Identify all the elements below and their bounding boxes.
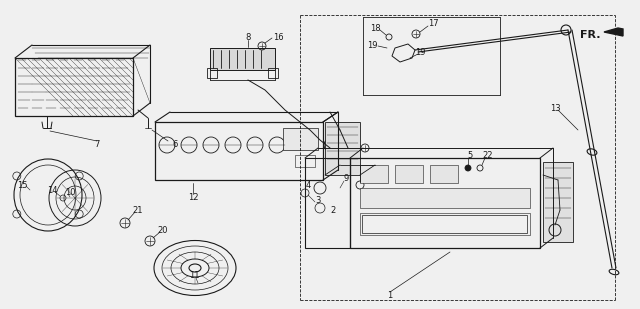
Text: 3: 3 [316,196,321,205]
Bar [362,215,527,233]
Text: 12: 12 [188,193,198,201]
Text: 10: 10 [65,188,76,197]
Bar [268,68,278,78]
Text: 20: 20 [157,226,168,235]
Text: 18: 18 [370,23,380,32]
Text: 4: 4 [305,180,310,189]
Text: FR.: FR. [580,30,600,40]
Polygon shape [604,28,623,36]
Bar [207,68,217,78]
Text: 11: 11 [189,272,199,281]
Circle shape [465,165,471,171]
Text: 14: 14 [47,185,57,194]
Text: 7: 7 [94,139,100,149]
Text: 6: 6 [172,139,178,149]
Bar [430,165,458,183]
Bar [210,48,275,70]
Text: 17: 17 [428,19,438,28]
Bar [360,213,530,235]
Text: 5: 5 [467,150,472,159]
Text: 19: 19 [367,40,377,49]
Bar [305,158,350,248]
Bar [15,58,133,116]
Text: 9: 9 [344,173,349,183]
Bar [155,122,323,180]
Text: 8: 8 [245,32,251,41]
Bar [295,155,315,167]
Bar [283,128,318,150]
Bar [360,188,530,208]
Text: 16: 16 [273,32,284,41]
Bar [325,122,360,175]
Bar [350,158,540,248]
Bar [360,165,388,183]
Text: 15: 15 [17,180,28,189]
Text: 22: 22 [483,150,493,159]
Text: 19: 19 [415,48,425,57]
Bar [395,165,423,183]
Text: 13: 13 [550,104,560,112]
Text: 21: 21 [132,205,143,214]
Text: 1: 1 [387,290,392,299]
Text: 2: 2 [330,205,335,214]
Bar [543,162,573,242]
